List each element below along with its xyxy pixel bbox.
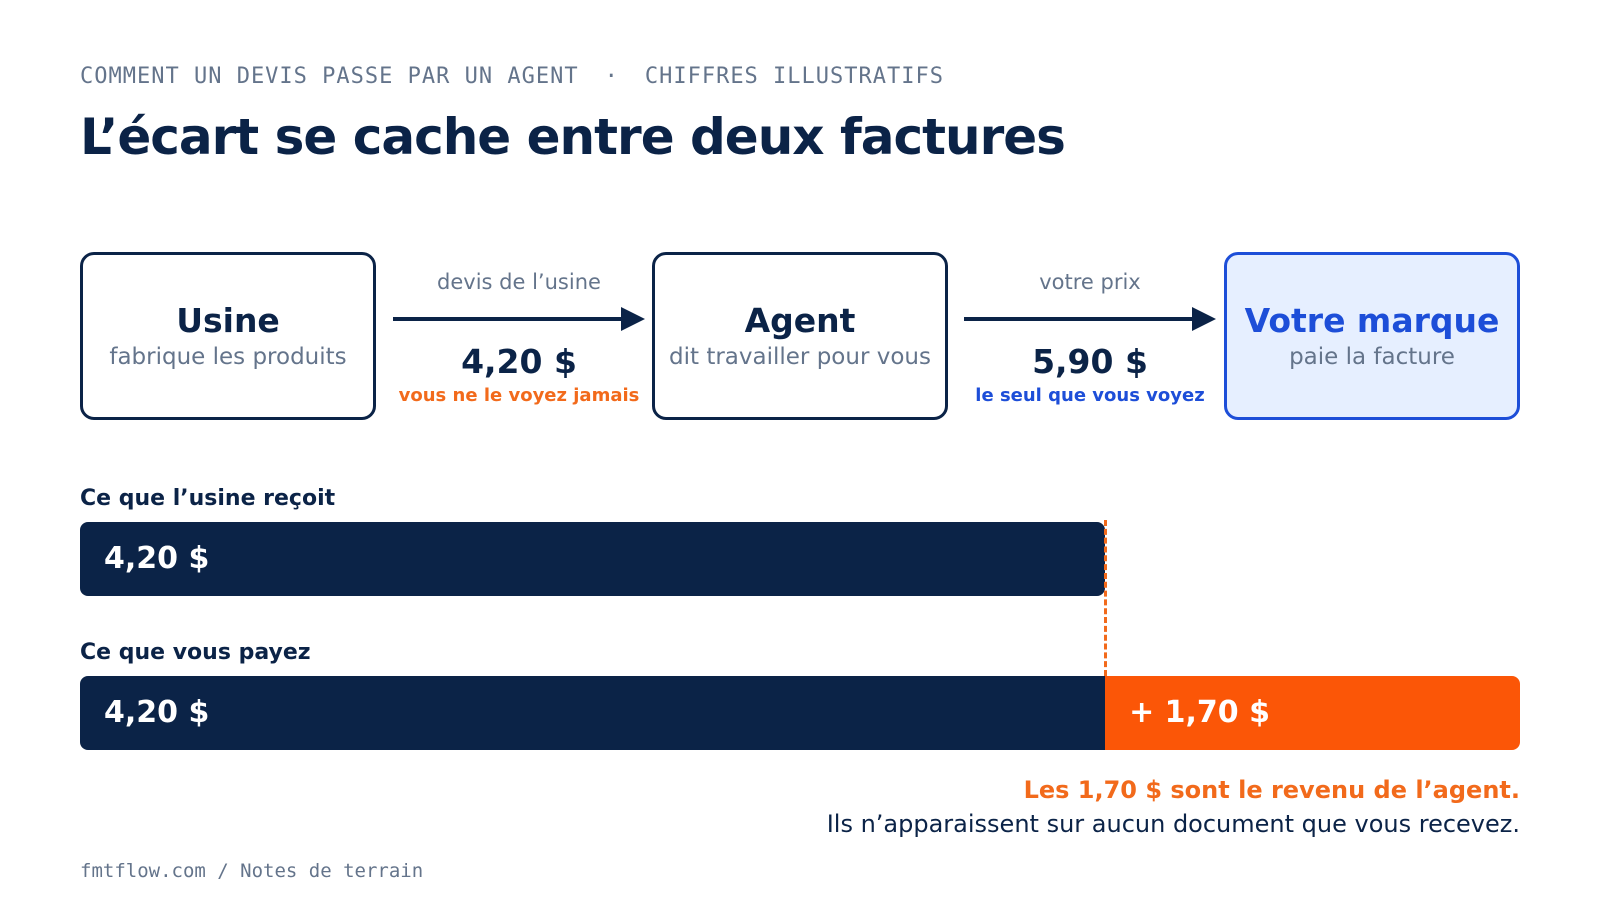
- node-agent-name: Agent: [744, 301, 856, 340]
- bar-vous-base: 4,20 $: [80, 676, 1106, 750]
- footer-text: Ils n’apparaissent sur aucun document qu…: [826, 810, 1520, 838]
- link-votre-prix-price: 5,90 $: [1032, 342, 1148, 381]
- link-devis-usine-price: 4,20 $: [461, 342, 577, 381]
- eyebrow: COMMENT UN DEVIS PASSE PAR UN AGENT · CHIF…: [80, 64, 944, 89]
- node-votre-marque-name: Votre marque: [1244, 301, 1500, 340]
- link-devis-usine-label: devis de l’usine: [437, 270, 601, 294]
- node-agent-sub: dit travailler pour vous: [669, 344, 931, 370]
- link-devis-usine: devis de l’usine 4,20 $ vous ne le voyez…: [393, 270, 645, 406]
- eyebrow-note: CHIFFRES ILLUSTRATIFS: [644, 64, 944, 89]
- arrow-right-icon: [393, 304, 645, 334]
- node-votre-marque-sub: paie la facture: [1289, 344, 1455, 370]
- credit: fmtflow.com / Notes de terrain: [80, 860, 424, 882]
- node-usine: Usine fabrique les produits: [80, 252, 376, 420]
- bar-label-vous: Ce que vous payez: [80, 640, 311, 665]
- node-agent: Agent dit travailler pour vous: [652, 252, 948, 420]
- footer-highlight: Les 1,70 $ sont le revenu de l’agent.: [1023, 776, 1520, 804]
- bar-vous-markup: + 1,70 $: [1105, 676, 1520, 750]
- link-votre-prix: votre prix 5,90 $ le seul que vous voyez: [964, 270, 1216, 406]
- node-votre-marque: Votre marque paie la facture: [1224, 252, 1520, 420]
- link-devis-usine-note: vous ne le voyez jamais: [398, 385, 640, 406]
- link-votre-prix-note: le seul que vous voyez: [975, 385, 1205, 406]
- page-title: L’écart se cache entre deux factures: [80, 108, 1066, 166]
- gap-marker: [1104, 520, 1108, 676]
- link-votre-prix-label: votre prix: [1039, 270, 1141, 294]
- eyebrow-topic: COMMENT UN DEVIS PASSE PAR UN AGENT: [80, 64, 579, 89]
- node-usine-name: Usine: [176, 301, 280, 340]
- bar-usine: 4,20 $: [80, 522, 1106, 596]
- eyebrow-separator: ·: [604, 64, 619, 89]
- bar-label-usine: Ce que l’usine reçoit: [80, 486, 336, 511]
- arrow-right-icon: [964, 304, 1216, 334]
- node-usine-sub: fabrique les produits: [109, 344, 347, 370]
